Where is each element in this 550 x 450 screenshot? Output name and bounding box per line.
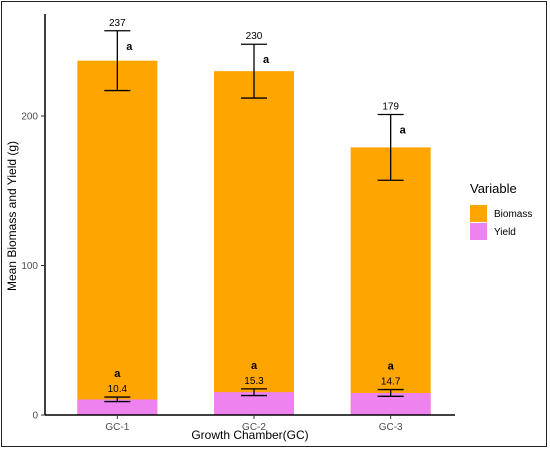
biomass-value-label: 237 [109, 18, 126, 29]
biomass-bar-gc-1 [77, 60, 158, 416]
y-tick-label: 100 [21, 261, 38, 272]
legend-label-yield: Yield [494, 227, 516, 238]
yield-bar-gc-2 [214, 392, 294, 415]
yield-significance-letter: a [388, 361, 395, 373]
yield-significance-letter: a [251, 360, 258, 372]
bars-layer [77, 60, 431, 416]
biomass-value-label: 230 [246, 31, 263, 42]
data-labels-layer: 237 a 230 a 179 a 10.4 a 15.3 a 14.7 a [108, 18, 407, 395]
legend-swatch-biomass [470, 205, 487, 222]
yield-bar-gc-3 [350, 393, 431, 415]
biomass-bar-gc-3 [350, 147, 431, 415]
yield-bar-gc-1 [77, 399, 158, 415]
legend: Variable Biomass Yield [470, 181, 532, 240]
x-ticks: GC-1 GC-2 GC-3 [105, 415, 403, 433]
yield-value-label: 14.7 [381, 377, 401, 388]
y-axis-title: Mean Biomass and Yield (g) [5, 141, 19, 291]
x-tick-label: GC-3 [379, 422, 403, 433]
biomass-value-label: 179 [382, 102, 399, 113]
legend-label-biomass: Biomass [494, 209, 532, 220]
biomass-significance-letter: a [126, 41, 133, 53]
legend-entries: Biomass Yield [470, 205, 532, 240]
error-bars-layer [104, 30, 404, 403]
x-tick-label: GC-2 [242, 422, 266, 433]
yield-value-label: 10.4 [108, 384, 128, 395]
y-tick-label: 200 [21, 112, 38, 123]
y-ticks: 0 100 200 [21, 112, 45, 422]
biomass-bar-gc-2 [214, 71, 294, 416]
yield-significance-letter: a [114, 368, 121, 380]
biomass-significance-letter: a [263, 54, 270, 66]
x-tick-label: GC-1 [105, 422, 129, 433]
yield-value-label: 15.3 [244, 376, 264, 387]
biomass-significance-letter: a [400, 125, 407, 137]
y-tick-label: 0 [32, 411, 38, 422]
legend-title: Variable [470, 181, 517, 196]
legend-swatch-yield [470, 223, 487, 240]
x-axis-title: Growth Chamber(GC) [191, 428, 308, 442]
